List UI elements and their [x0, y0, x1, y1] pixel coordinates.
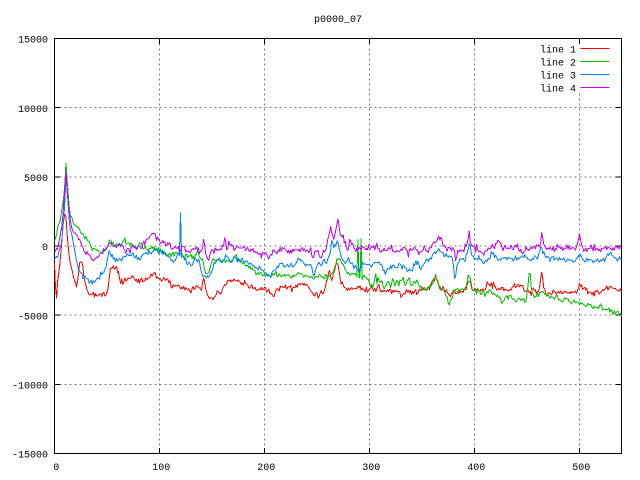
svg-text:5000: 5000: [24, 174, 48, 185]
svg-text:100: 100: [152, 463, 170, 474]
svg-text:300: 300: [362, 463, 380, 474]
svg-text:-5000: -5000: [18, 312, 48, 323]
svg-text:15000: 15000: [18, 36, 48, 47]
svg-text:p0000_07: p0000_07: [314, 15, 362, 26]
svg-text:500: 500: [572, 463, 590, 474]
svg-text:0: 0: [53, 463, 59, 474]
svg-text:line 1: line 1: [540, 45, 576, 57]
svg-text:line 3: line 3: [540, 71, 576, 83]
svg-text:400: 400: [467, 463, 485, 474]
svg-text:-15000: -15000: [12, 451, 48, 462]
svg-text:-10000: -10000: [12, 382, 48, 393]
svg-text:200: 200: [257, 463, 275, 474]
svg-text:0: 0: [42, 243, 48, 254]
svg-text:line 2: line 2: [540, 58, 576, 70]
svg-text:line 4: line 4: [540, 84, 576, 96]
svg-text:10000: 10000: [18, 105, 48, 116]
